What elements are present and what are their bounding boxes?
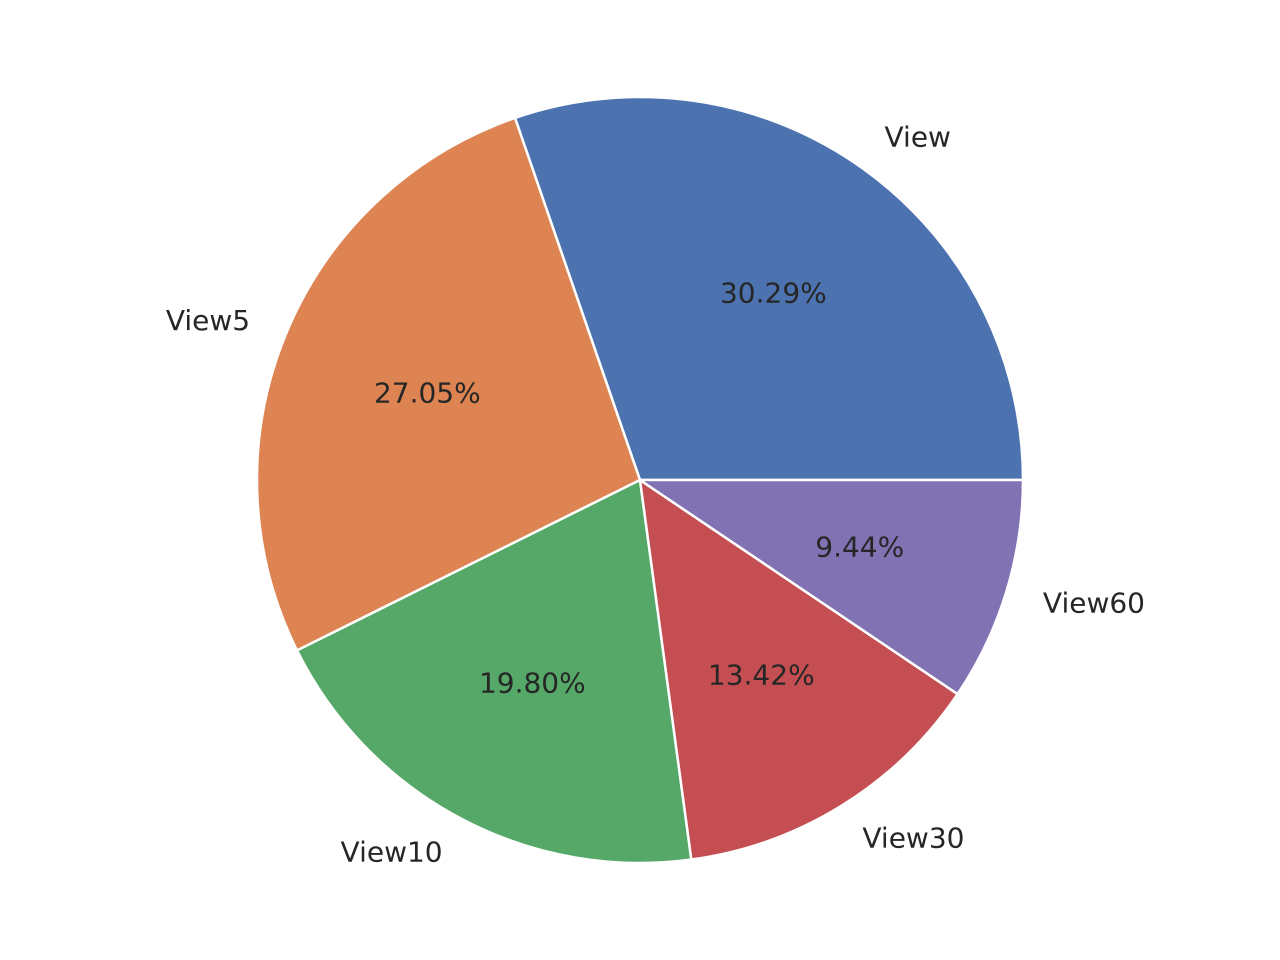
pie-category-label: View10 <box>341 836 443 869</box>
pie-category-label: View30 <box>862 821 964 854</box>
pie-slice-view5 <box>255 116 642 652</box>
pie-slice-view30 <box>638 478 959 861</box>
pie-percent-label: 27.05% <box>374 376 481 409</box>
pie-labels: 30.29% View 27.05% View5 19.80% View10 13.42% V… <box>166 120 1145 868</box>
pie-slice-view10 <box>295 478 693 865</box>
pie-percent-label: 19.80% <box>479 667 586 700</box>
pie-category-label: View60 <box>1043 587 1145 620</box>
pie-slice-view <box>513 95 1025 482</box>
pie-category-label: View <box>885 120 951 153</box>
pie-slices <box>255 95 1025 865</box>
pie-category-label: View5 <box>166 304 250 337</box>
pie-percent-label: 9.44% <box>815 531 904 564</box>
pie-percent-label: 13.42% <box>708 659 815 692</box>
pie-percent-label: 30.29% <box>720 276 827 309</box>
pie-slice-view60 <box>638 478 1025 696</box>
